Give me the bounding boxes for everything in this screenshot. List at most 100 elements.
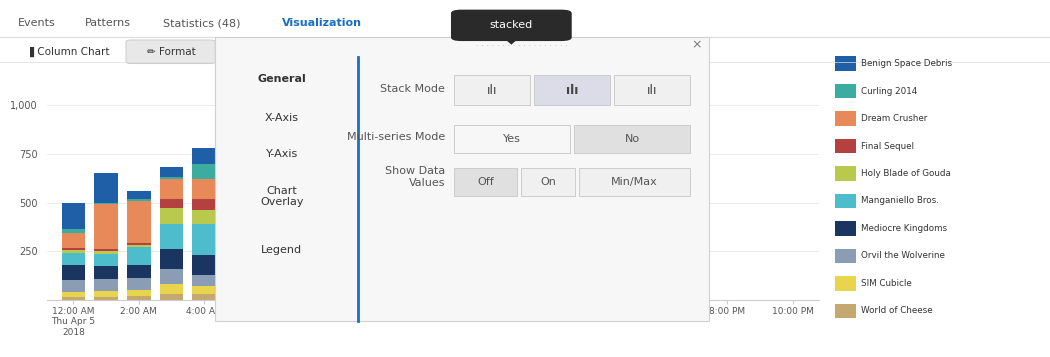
Bar — [388, 298, 413, 300]
Text: Holy Blade of Gouda: Holy Blade of Gouda — [861, 169, 951, 178]
Bar — [192, 286, 216, 294]
Bar — [192, 148, 216, 164]
Text: Benign Space Debris: Benign Space Debris — [861, 59, 952, 68]
Bar — [617, 284, 642, 290]
Bar — [421, 291, 445, 295]
Bar — [225, 263, 249, 271]
Bar — [585, 258, 608, 277]
Bar — [127, 247, 150, 265]
Text: On: On — [540, 177, 555, 187]
Text: Yes: Yes — [503, 134, 521, 144]
Text: X-Axis: X-Axis — [265, 113, 299, 123]
Bar — [160, 179, 184, 198]
Bar — [487, 291, 510, 295]
Bar — [94, 251, 118, 254]
Text: ✏ Format: ✏ Format — [147, 47, 195, 57]
Bar — [552, 281, 575, 291]
Bar — [192, 210, 216, 224]
Bar — [291, 293, 314, 296]
Bar — [388, 279, 413, 280]
Bar — [160, 294, 184, 300]
Bar — [258, 277, 281, 279]
Bar — [388, 295, 413, 297]
Bar — [291, 282, 314, 283]
Bar — [258, 276, 281, 277]
Bar — [520, 220, 543, 251]
Bar — [225, 262, 249, 263]
Text: Statistics (48): Statistics (48) — [163, 18, 240, 28]
Bar — [160, 284, 184, 294]
Bar — [650, 258, 674, 259]
Bar — [62, 233, 85, 248]
Text: Stack Mode: Stack Mode — [380, 84, 445, 94]
Bar — [291, 275, 314, 277]
Bar — [127, 201, 150, 243]
Bar — [291, 281, 314, 282]
Bar — [160, 208, 184, 224]
Bar — [552, 225, 575, 231]
Bar — [552, 231, 575, 234]
Bar — [356, 298, 379, 300]
Bar — [225, 294, 249, 297]
Bar — [617, 263, 642, 271]
Bar — [617, 261, 642, 263]
Bar — [487, 284, 510, 285]
Bar — [356, 280, 379, 284]
Bar — [650, 298, 674, 300]
Bar — [650, 293, 674, 296]
Bar — [520, 286, 543, 294]
Bar — [454, 297, 478, 298]
Bar — [258, 269, 281, 270]
Bar — [454, 277, 478, 279]
Bar — [258, 295, 281, 297]
Bar — [585, 219, 608, 258]
Bar — [323, 298, 346, 300]
Bar — [421, 285, 445, 286]
Text: Curling 2014: Curling 2014 — [861, 86, 918, 96]
Bar — [585, 295, 608, 300]
Bar — [388, 286, 413, 291]
Bar — [160, 167, 184, 177]
Bar — [94, 173, 118, 202]
Bar — [192, 275, 216, 286]
Bar — [388, 285, 413, 286]
Text: ılı: ılı — [486, 84, 497, 97]
Bar — [585, 185, 608, 189]
Bar — [520, 177, 543, 201]
Bar — [585, 217, 608, 219]
Text: Mediocre Kingdoms: Mediocre Kingdoms — [861, 224, 947, 233]
Bar — [160, 249, 184, 269]
Bar — [388, 291, 413, 295]
Bar — [94, 202, 118, 205]
Bar — [62, 280, 85, 292]
Bar — [323, 286, 346, 291]
Bar — [160, 177, 184, 179]
Bar — [94, 254, 118, 266]
Bar — [62, 297, 85, 300]
Bar — [62, 265, 85, 280]
Bar — [62, 250, 85, 253]
Bar — [127, 278, 150, 290]
Bar — [323, 280, 346, 284]
Bar — [94, 249, 118, 251]
Bar — [291, 283, 314, 289]
Bar — [585, 201, 608, 214]
Bar — [454, 284, 478, 285]
Bar — [356, 277, 379, 279]
Bar — [291, 289, 314, 293]
Bar — [520, 216, 543, 220]
Bar — [323, 285, 346, 286]
Text: Multi-series Mode: Multi-series Mode — [346, 132, 445, 142]
Bar — [454, 285, 478, 286]
Bar — [617, 275, 642, 284]
Bar — [127, 243, 150, 245]
Bar — [520, 251, 543, 271]
Bar — [127, 265, 150, 278]
Bar — [62, 292, 85, 297]
Bar — [585, 277, 608, 289]
Text: Chart
Overlay: Chart Overlay — [260, 186, 303, 207]
Bar — [552, 291, 575, 296]
Text: ılı: ılı — [647, 84, 657, 97]
Bar — [421, 284, 445, 285]
Bar — [487, 277, 510, 279]
